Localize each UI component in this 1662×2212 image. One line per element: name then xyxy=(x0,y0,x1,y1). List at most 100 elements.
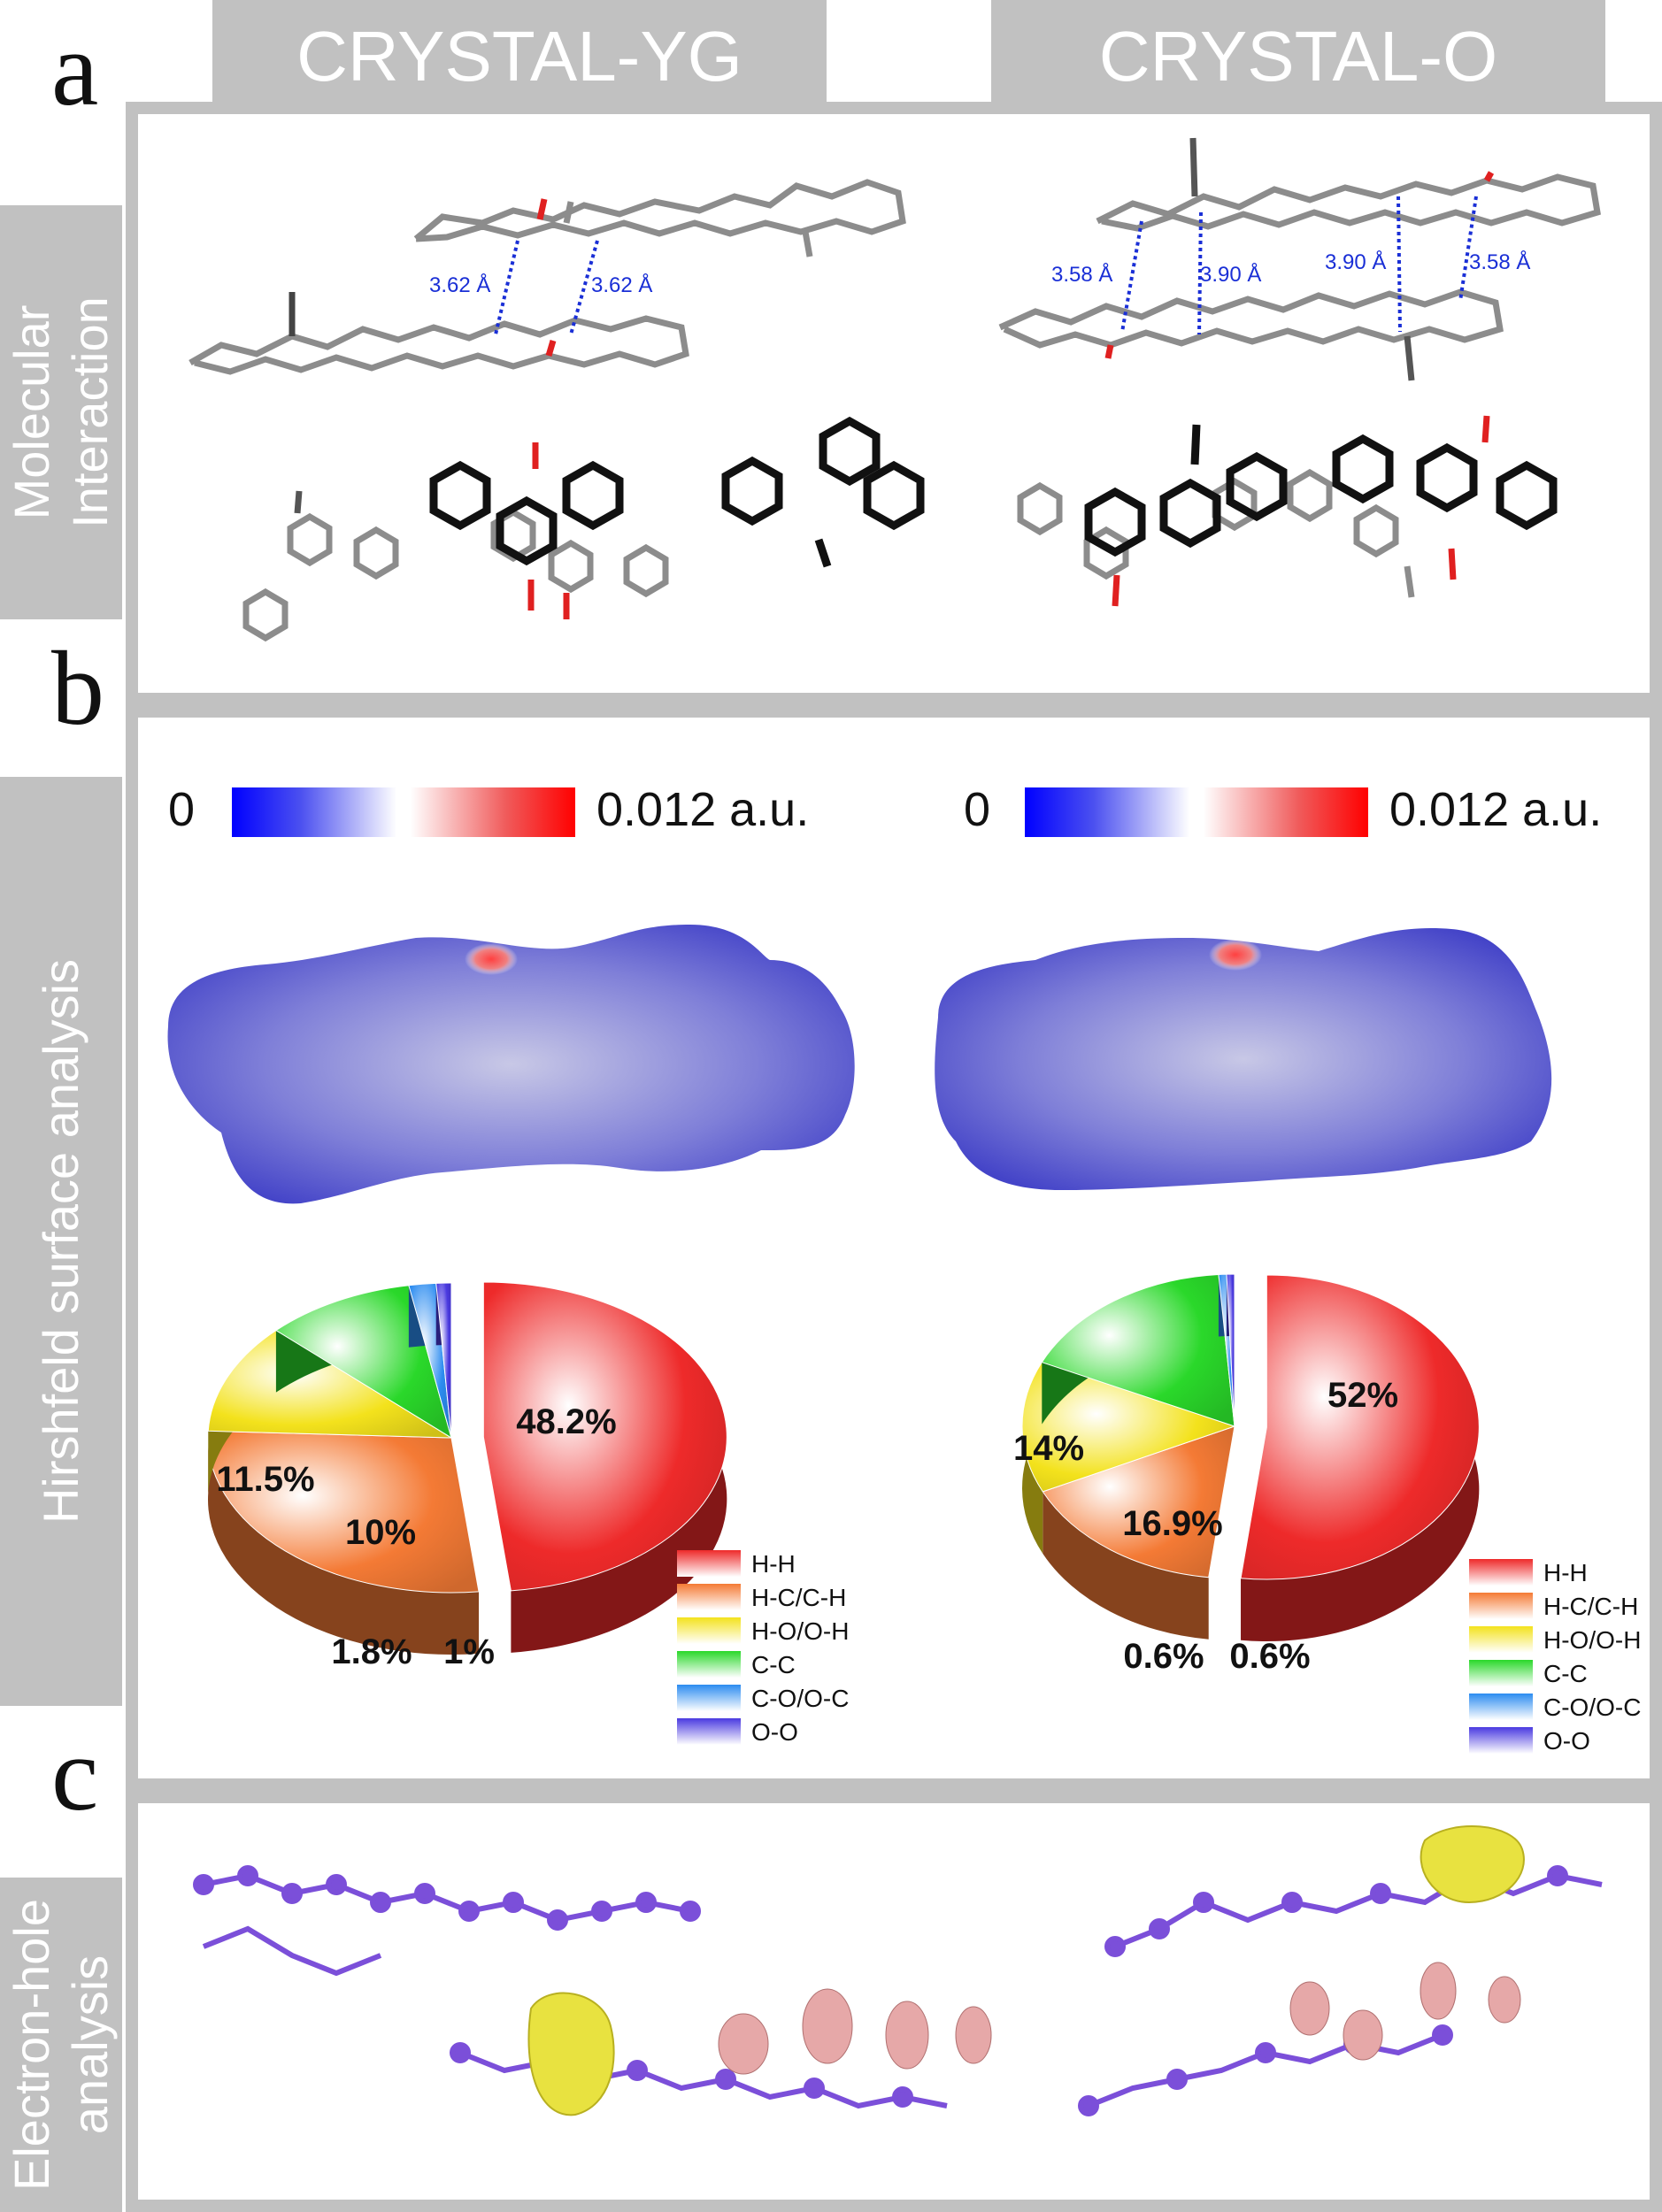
hirshfeld-hotspot-o xyxy=(1209,939,1262,971)
legend-1-label-2: H-O/O-H xyxy=(1543,1626,1641,1654)
panel-c xyxy=(126,1791,1662,2212)
legend-0-label-5: O-O xyxy=(751,1718,798,1746)
legend-0-swatch-4 xyxy=(677,1685,741,1711)
panel-letter-b: b xyxy=(51,629,104,747)
header-crystal-o: CRYSTAL-O xyxy=(991,0,1605,102)
pie-0-slice-5 xyxy=(435,1282,452,1439)
molecule-ball-stick-yg xyxy=(193,1865,948,2109)
legend-0-swatch-2 xyxy=(677,1617,741,1644)
distance-label-o-2: 3.90 Å xyxy=(1200,262,1261,287)
legend-1-label-1: H-C/C-H xyxy=(1543,1593,1638,1620)
hole-isosurface-o xyxy=(1420,1825,1525,1904)
hirshfeld-surface-o xyxy=(935,928,1552,1190)
label-electron-hole-l1: Electron-hole xyxy=(4,1899,59,2191)
sidebar-c: Electron-hole analysis xyxy=(0,1878,122,2212)
panel-a xyxy=(126,102,1662,705)
electron-hole-figure xyxy=(193,1825,1603,2116)
legend-0-label-4: C-O/O-C xyxy=(751,1685,849,1712)
pie-1-slice-3 xyxy=(1041,1273,1235,1427)
pie-0-slice-3 xyxy=(274,1285,452,1440)
contact-line-o-1 xyxy=(1120,220,1143,333)
colorbar-o: 0 0.012 a.u. xyxy=(964,783,1602,837)
pie-0-slice-side-1 xyxy=(207,1431,480,1655)
pie-1-slice-side-1 xyxy=(1043,1491,1209,1640)
pie-0-label-4: 1.8% xyxy=(331,1632,412,1671)
hirshfeld-surfaces xyxy=(167,925,1552,1204)
electron-isosurface-yg-3 xyxy=(885,2001,929,2070)
legend-0-label-2: H-O/O-H xyxy=(751,1617,849,1645)
overlap-view-yg xyxy=(246,421,920,638)
pie-chart-o: 52%16%14%16.9%0.6%0.6% xyxy=(1013,1273,1480,1676)
label-molecular-interaction: Molecular Interaction xyxy=(3,296,119,528)
pie-1-label-0: 52% xyxy=(1327,1376,1398,1415)
electron-isosurface-yg-1 xyxy=(718,2013,769,2075)
molecular-interaction-figure: 3.62 Å 3.62 Å 3.58 Å 3.90 Å 3.90 Å 3.58 … xyxy=(189,137,1601,693)
legend-0-label-0: H-H xyxy=(751,1550,796,1578)
colorbar-yg-min: 0 xyxy=(168,783,195,836)
header-crystal-yg: CRYSTAL-YG xyxy=(212,0,827,102)
legend-0-swatch-1 xyxy=(677,1584,741,1610)
label-electron-hole: Electron-hole analysis xyxy=(3,1899,119,2191)
legend-1-swatch-3 xyxy=(1469,1660,1533,1686)
legend-0-swatch-0 xyxy=(677,1550,741,1577)
pie-0-slice-2 xyxy=(207,1330,453,1439)
legend-0-label-1: H-C/C-H xyxy=(751,1584,846,1611)
pie-chart-yg: 48.2%27.5%11.5%10%1.8%1% xyxy=(207,1281,727,1671)
legend-0-swatch-5 xyxy=(677,1718,741,1745)
sidebar-a: Molecular Interaction xyxy=(0,205,122,619)
panel-letter-c: c xyxy=(51,1715,99,1832)
pie-1-slice-2 xyxy=(1021,1361,1236,1493)
distance-label-yg-2: 3.62 Å xyxy=(591,273,652,297)
contact-line-o-3 xyxy=(1397,196,1402,333)
pie-1-label-5: 0.6% xyxy=(1229,1637,1310,1676)
legend-1-label-3: C-C xyxy=(1543,1660,1588,1687)
label-electron-hole-l2: analysis xyxy=(62,1955,118,2135)
hirshfeld-hotspot-yg xyxy=(465,943,518,975)
pie-0-label-0: 48.2% xyxy=(516,1402,616,1441)
panel-letter-a: a xyxy=(51,10,99,127)
legend-1-swatch-1 xyxy=(1469,1593,1533,1619)
hole-isosurface-yg xyxy=(527,1992,615,2116)
legend-1-label-4: C-O/O-C xyxy=(1543,1694,1641,1721)
pie-0-label-3: 10% xyxy=(345,1513,416,1552)
pie-1-slice-1 xyxy=(1042,1425,1235,1578)
pie-1-label-3: 16.9% xyxy=(1122,1504,1222,1543)
electron-isosurface-yg-2 xyxy=(802,1988,853,2064)
hirshfeld-surface-yg xyxy=(167,925,855,1204)
contact-line-o-4 xyxy=(1458,196,1478,302)
colorbar-yg: 0 0.012 a.u. xyxy=(168,783,809,837)
pie-1-label-4: 0.6% xyxy=(1123,1637,1204,1676)
legend-yg: H-H H-C/C-H H-O/O-H C-C C-O/O-C O-O xyxy=(677,1550,849,1746)
distance-label-yg-1: 3.62 Å xyxy=(429,273,490,297)
distance-label-o-4: 3.58 Å xyxy=(1469,250,1530,274)
colorbar-yg-gradient xyxy=(232,787,575,837)
molecule-yg-bottom xyxy=(189,292,689,375)
label-hirshfeld: Hirshfeld surface analysis xyxy=(33,958,88,1525)
legend-1-label-5: O-O xyxy=(1543,1727,1590,1755)
legend-0-label-3: C-C xyxy=(751,1651,796,1678)
legend-1-swatch-5 xyxy=(1469,1727,1533,1754)
legend-1-swatch-0 xyxy=(1469,1559,1533,1586)
pie-1-slice-0 xyxy=(1240,1274,1480,1580)
colorbar-yg-max: 0.012 a.u. xyxy=(596,783,809,836)
legend-1-swatch-4 xyxy=(1469,1694,1533,1720)
contact-line-yg-1 xyxy=(494,240,519,335)
electron-isosurface-o-3 xyxy=(1420,1962,1457,2020)
label-molecular-interaction-l1: Molecular xyxy=(4,304,59,520)
molecule-ball-stick-o xyxy=(1078,1865,1603,2116)
electron-isosurface-o-2 xyxy=(1343,2009,1383,2061)
label-molecular-interaction-l2: Interaction xyxy=(62,296,118,528)
distance-label-o-3: 3.90 Å xyxy=(1325,250,1386,274)
colorbar-o-gradient xyxy=(1025,787,1368,837)
pie-0-label-5: 1% xyxy=(443,1632,495,1671)
colorbar-o-min: 0 xyxy=(964,783,990,836)
pie-1-slice-5 xyxy=(1226,1273,1235,1427)
pie-0-label-2: 11.5% xyxy=(216,1460,314,1499)
colorbar-o-max: 0.012 a.u. xyxy=(1389,783,1602,836)
legend-1-label-0: H-H xyxy=(1543,1559,1588,1586)
molecule-o-top xyxy=(1096,137,1601,232)
electron-isosurface-yg-4 xyxy=(955,2006,992,2064)
sidebar-b: Hirshfeld surface analysis xyxy=(0,777,122,1706)
contact-line-o-2 xyxy=(1197,211,1203,335)
molecule-o-bottom xyxy=(998,288,1504,381)
